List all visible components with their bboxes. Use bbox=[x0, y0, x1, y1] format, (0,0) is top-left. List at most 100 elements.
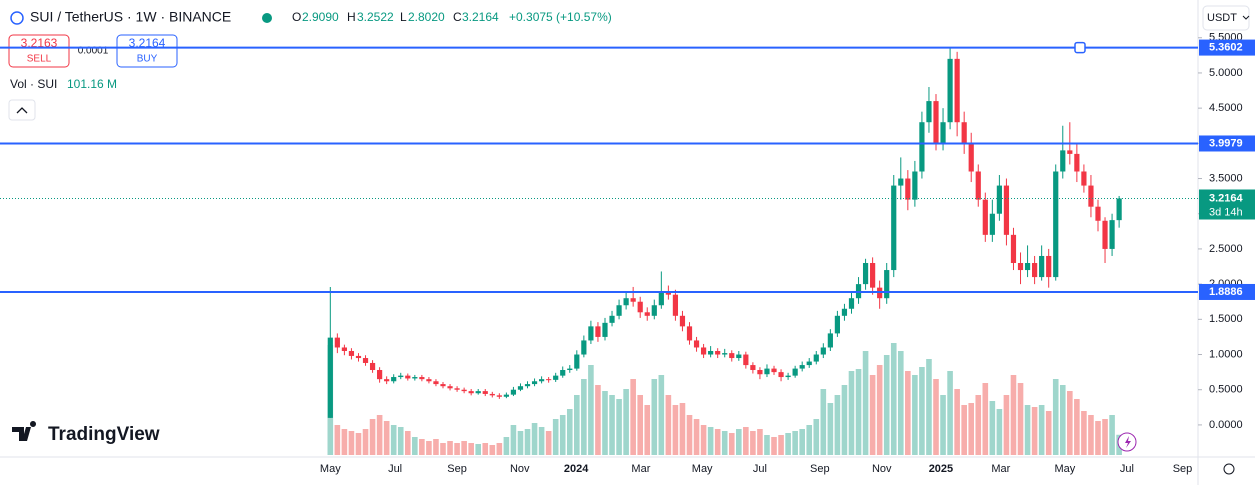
candle-body bbox=[975, 171, 981, 200]
volume-bar bbox=[524, 429, 531, 455]
volume-bar bbox=[334, 425, 341, 455]
volume-bar bbox=[440, 443, 446, 455]
candle-body bbox=[996, 185, 1002, 214]
volume-bar bbox=[609, 395, 615, 455]
candle-body bbox=[912, 171, 918, 200]
alert-glyph bbox=[1125, 436, 1131, 448]
volume-bar bbox=[764, 435, 770, 455]
volume-bar bbox=[404, 431, 411, 455]
candle-body bbox=[454, 388, 460, 390]
candle-body bbox=[1010, 234, 1017, 264]
volume-bar bbox=[616, 399, 622, 455]
candle-body bbox=[1109, 220, 1115, 249]
volume-bar bbox=[595, 385, 601, 455]
candle-body bbox=[482, 391, 488, 394]
candle-body bbox=[567, 368, 573, 371]
sell-button[interactable] bbox=[8, 34, 70, 68]
volume-bar bbox=[461, 441, 467, 455]
volume-bar bbox=[940, 395, 946, 455]
candle-body bbox=[827, 333, 833, 348]
settings-icon[interactable] bbox=[1223, 463, 1235, 475]
candle-body bbox=[870, 263, 876, 288]
volume-bar bbox=[658, 375, 665, 455]
volume-bar bbox=[827, 403, 834, 455]
collapse-icon bbox=[16, 107, 28, 114]
volume-bar bbox=[503, 437, 510, 455]
volume-bar bbox=[954, 389, 960, 455]
volume-bar bbox=[905, 371, 911, 455]
x-tick-label: Mar bbox=[631, 463, 650, 475]
volume-bar bbox=[1010, 375, 1017, 455]
buy-button[interactable] bbox=[116, 34, 178, 68]
candle-body bbox=[1039, 255, 1045, 278]
currency-button[interactable] bbox=[1202, 5, 1250, 31]
price-label: 5.3602 bbox=[1209, 41, 1243, 53]
candle-body bbox=[806, 361, 812, 366]
candle-body bbox=[651, 305, 657, 316]
volume-bar bbox=[1052, 379, 1059, 455]
ohlc-value: 3.2522 bbox=[357, 10, 394, 24]
candle-body bbox=[989, 213, 995, 235]
candle-body bbox=[377, 370, 383, 380]
line-handle[interactable] bbox=[1074, 41, 1086, 54]
symbol[interactable]: SUI / TetherUS · 1W · BINANCE bbox=[30, 9, 231, 25]
candle-body bbox=[1088, 185, 1094, 207]
price-label: 3.9979 bbox=[1209, 137, 1243, 149]
candle-body bbox=[398, 375, 404, 378]
candle-body bbox=[940, 122, 946, 144]
volume-bar bbox=[876, 365, 883, 455]
volume-bar bbox=[489, 445, 496, 455]
y-tick-label: 3.5000 bbox=[1209, 172, 1243, 184]
candle-body bbox=[362, 358, 369, 363]
volume-bar bbox=[700, 425, 707, 455]
volume-bar bbox=[890, 343, 897, 455]
y-tick-label: 1.0000 bbox=[1209, 348, 1243, 360]
volume-bar bbox=[869, 375, 876, 455]
candle-body bbox=[644, 312, 650, 316]
candle-body bbox=[1067, 150, 1073, 154]
candle-body bbox=[623, 298, 629, 306]
x-tick-label: Jul bbox=[388, 463, 402, 475]
x-tick-label: May bbox=[1054, 463, 1075, 475]
volume-bar bbox=[820, 389, 827, 455]
candle-body bbox=[1074, 153, 1080, 172]
y-tick-label: 1.5000 bbox=[1209, 313, 1243, 325]
x-tick-label: Sep bbox=[447, 463, 467, 475]
volume-bar bbox=[433, 439, 439, 455]
dropdown-icon bbox=[1242, 15, 1250, 20]
candle-body bbox=[771, 368, 777, 373]
candle-body bbox=[919, 122, 925, 172]
volume-bar bbox=[517, 431, 524, 455]
volume-bar bbox=[855, 369, 862, 455]
candle-body bbox=[440, 384, 446, 387]
volume-bar bbox=[447, 441, 453, 455]
candle-body bbox=[391, 377, 397, 382]
candle-body bbox=[1046, 255, 1052, 278]
volume-bar bbox=[919, 367, 925, 455]
volume-bar bbox=[721, 431, 728, 455]
volume-bar bbox=[362, 429, 369, 455]
candle-body bbox=[750, 365, 756, 371]
volume-bar bbox=[750, 431, 756, 455]
volume-bar bbox=[376, 415, 383, 455]
volume-bar bbox=[989, 401, 996, 455]
volume-bar bbox=[975, 395, 982, 455]
candle-body bbox=[637, 301, 643, 313]
candle-body bbox=[341, 347, 347, 351]
volume-bar bbox=[1067, 391, 1073, 455]
volume-bar bbox=[581, 379, 587, 455]
candle-body bbox=[672, 294, 679, 316]
last-price-label: 3.2164 bbox=[1209, 192, 1244, 204]
candle-body bbox=[708, 351, 714, 355]
x-tick-label: Nov bbox=[510, 463, 530, 475]
volume-bar bbox=[679, 403, 686, 455]
volume-bar bbox=[637, 395, 644, 455]
volume-bar bbox=[559, 415, 566, 455]
collapse-button[interactable] bbox=[8, 99, 36, 121]
volume-bar bbox=[574, 395, 580, 455]
candle-body bbox=[327, 337, 333, 418]
volume-bar bbox=[412, 437, 418, 455]
y-tick-label: 2.5000 bbox=[1209, 243, 1243, 255]
volume-bar bbox=[630, 379, 636, 455]
candle-body bbox=[496, 395, 502, 397]
